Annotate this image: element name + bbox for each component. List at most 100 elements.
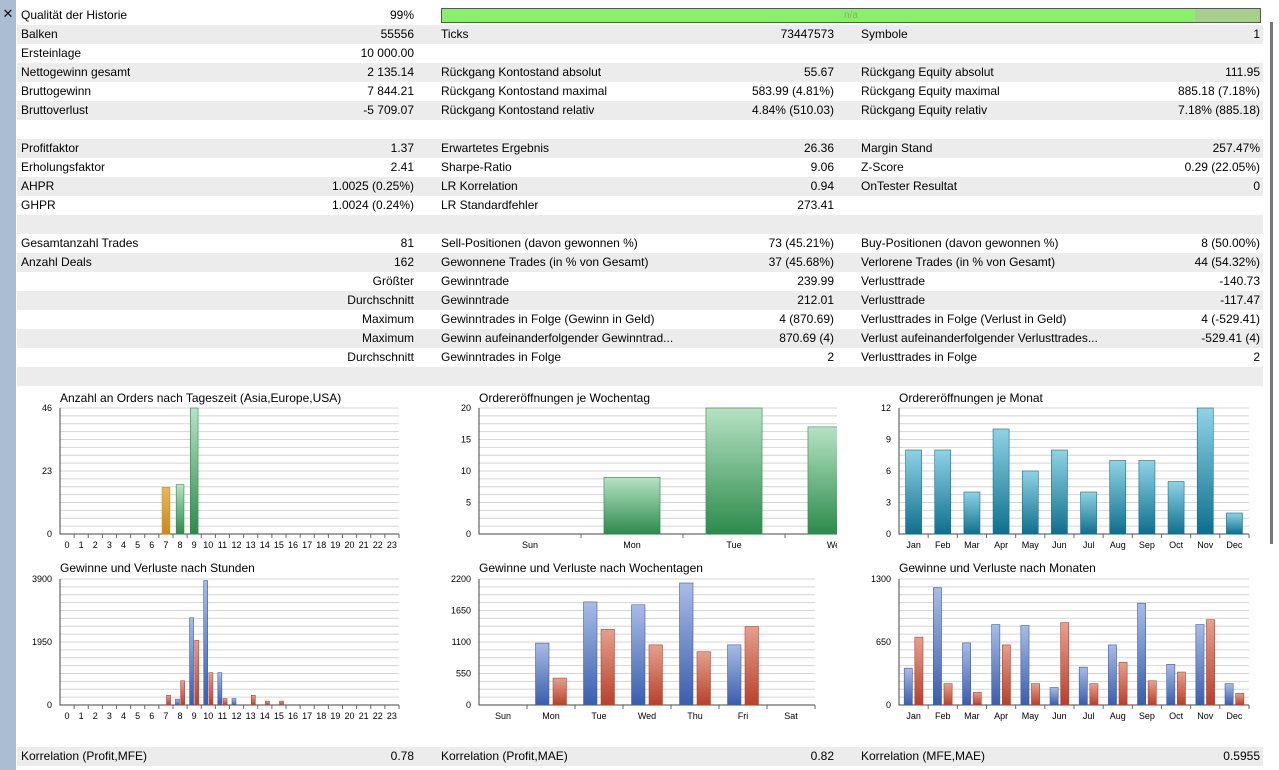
x-tick-label: 9 [192, 540, 197, 550]
correlation-label-col1: Korrelation (Profit,MFE) [21, 749, 148, 763]
stat-row: Durchschnitt Gewinntrade 212.01 Verlusttrad… [17, 291, 1263, 310]
scrollbar-thumb[interactable] [1270, 22, 1273, 544]
y-tick-label: 1300 [871, 574, 891, 584]
stat-value-col3: 257.47% [1212, 141, 1260, 155]
x-tick-label: Jul [1083, 711, 1095, 721]
stat-value-col3: 8 (50.00%) [1201, 236, 1260, 250]
bar [1137, 602, 1146, 706]
x-tick-label: Oct [1169, 711, 1184, 721]
x-tick-label: 22 [373, 711, 383, 721]
x-tick-label: 10 [203, 540, 213, 550]
bar [1206, 619, 1215, 706]
stat-label-col2: Rückgang Kontostand absolut [441, 65, 602, 79]
stat-label-col1: AHPR [21, 179, 55, 193]
stat-label-col1: Bruttoverlust [21, 103, 89, 117]
y-tick-label: 3 [886, 498, 891, 508]
stat-value-col2: 870.69 (4) [779, 331, 834, 345]
stat-value-col2: 55.67 [803, 65, 834, 79]
bar [1089, 683, 1099, 706]
x-tick-label: 16 [288, 540, 298, 550]
bar [208, 672, 214, 706]
quality-row: Qualität der Historie 99% n/a [17, 6, 1263, 25]
stat-value-col3: -140.73 [1219, 274, 1260, 288]
x-tick-label: Fri [738, 711, 749, 721]
charts-area: Anzahl an Orders nach Tageszeit (Asia,Eu… [17, 386, 1263, 742]
stat-value-col1: 10 000.00 [360, 46, 414, 60]
y-tick-label: 550 [456, 669, 471, 679]
bar [1002, 644, 1011, 706]
bar [679, 582, 694, 706]
stat-value-col1: Größter [372, 274, 414, 288]
stat-label-col3: Rückgang Equity relativ [861, 103, 988, 117]
stat-value-col1: Durchschnitt [347, 350, 414, 364]
bar [1108, 644, 1117, 706]
stat-value-col1: 1.37 [390, 141, 414, 155]
correlation-label-col2: Korrelation (Profit,MAE) [441, 749, 568, 763]
bar [905, 449, 922, 535]
stat-row: GHPR 1.0024 (0.24%) LR Standardfehler 273.4… [17, 196, 1263, 215]
y-tick-label: 650 [876, 637, 891, 647]
bar [1196, 407, 1214, 535]
bar [962, 642, 971, 706]
x-tick-label: Sun [522, 540, 538, 550]
y-tick-label: 0 [47, 529, 52, 539]
quality-progress-fill [442, 9, 1195, 22]
stat-row [17, 120, 1263, 139]
chart-6: Gewinne und Verluste nach Monaten 0 650 130… [857, 556, 1257, 726]
x-tick-label: 1 [79, 711, 84, 721]
y-tick-label: 0 [47, 700, 52, 710]
correlation-value-col2: 0.82 [810, 749, 834, 763]
stat-label-col3: Verlusttrade [861, 293, 926, 307]
bar [991, 624, 1001, 706]
x-tick-label: Dec [1226, 711, 1243, 721]
stat-label-col2: LR Standardfehler [441, 198, 539, 212]
x-tick-label: Mar [964, 711, 980, 721]
x-tick-label: Feb [935, 540, 951, 550]
bar [231, 698, 237, 706]
stat-label-col1: Anzahl Deals [21, 255, 92, 269]
stat-value-col2: 26.36 [803, 141, 834, 155]
stat-value-col3: 4 (-529.41) [1201, 312, 1260, 326]
stat-row: Ersteinlage 10 000.00 [17, 44, 1263, 63]
stat-label-col2: Gewinntrade [441, 293, 510, 307]
quality-progress-bar: n/a [441, 8, 1261, 23]
chart-5: Gewinne und Verluste nach Wochentagen 0 55… [437, 556, 837, 726]
x-tick-label: Sun [495, 711, 511, 721]
bar [648, 644, 663, 706]
bar [1060, 622, 1070, 706]
x-tick-label: Dec [1226, 540, 1243, 550]
y-tick-label: 0 [466, 700, 471, 710]
stat-row: Maximum Gewinn aufeinanderfolgender Gewin… [17, 329, 1263, 348]
x-tick-label: 13 [246, 711, 256, 721]
quality-value: 99% [389, 8, 414, 22]
x-tick-label: 6 [149, 540, 154, 550]
stat-label-col3: Verlusttrade [861, 274, 926, 288]
y-tick-label: 23 [42, 466, 52, 476]
bar [705, 407, 763, 535]
stat-value-col1: 1.0024 (0.24%) [331, 198, 414, 212]
x-tick-label: Jun [1052, 711, 1067, 721]
bar [1235, 693, 1245, 706]
stat-value-col1: -5 709.07 [363, 103, 414, 117]
x-tick-label: 16 [288, 711, 298, 721]
side-panel-strip [0, 0, 16, 770]
bar [972, 692, 982, 706]
stat-label-col3: Rückgang Equity maximal [861, 84, 1000, 98]
bar [1080, 491, 1097, 535]
x-tick-label: 12 [232, 540, 242, 550]
stat-row: Bruttoverlust -5 709.07 Rückgang Kontostan… [17, 101, 1263, 120]
x-tick-label: 0 [65, 540, 70, 550]
stat-row: Maximum Gewinntrades in Folge (Gewinn in … [17, 310, 1263, 329]
chart-3: Ordereröffnungen je Monat 0 3 6 9 12 Jan Feb Mar… [857, 386, 1257, 556]
stat-label-col3: Verlusttrades in Folge (Verlust in Geld) [861, 312, 1067, 326]
x-tick-label: 12 [232, 711, 242, 721]
close-icon[interactable]: ✕ [2, 7, 14, 22]
x-tick-label: Jan [906, 711, 921, 721]
x-tick-label: 4 [121, 540, 126, 550]
x-tick-label: Tue [591, 711, 606, 721]
bar [175, 484, 185, 535]
stat-value-col3: -529.41 (4) [1201, 331, 1260, 345]
stat-label-col1: Ersteinlage [21, 46, 82, 60]
y-tick-label: 1100 [452, 637, 471, 647]
y-tick-label: 15 [461, 435, 471, 445]
